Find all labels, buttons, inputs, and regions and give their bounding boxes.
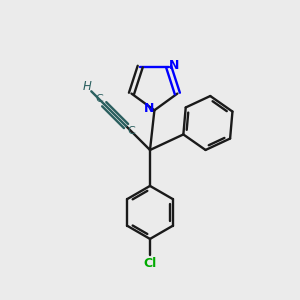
Text: C: C [128, 126, 135, 136]
Text: N: N [169, 58, 179, 72]
Text: Cl: Cl [143, 256, 157, 270]
Text: N: N [144, 102, 154, 115]
Text: H: H [82, 80, 91, 93]
Text: C: C [95, 94, 103, 104]
